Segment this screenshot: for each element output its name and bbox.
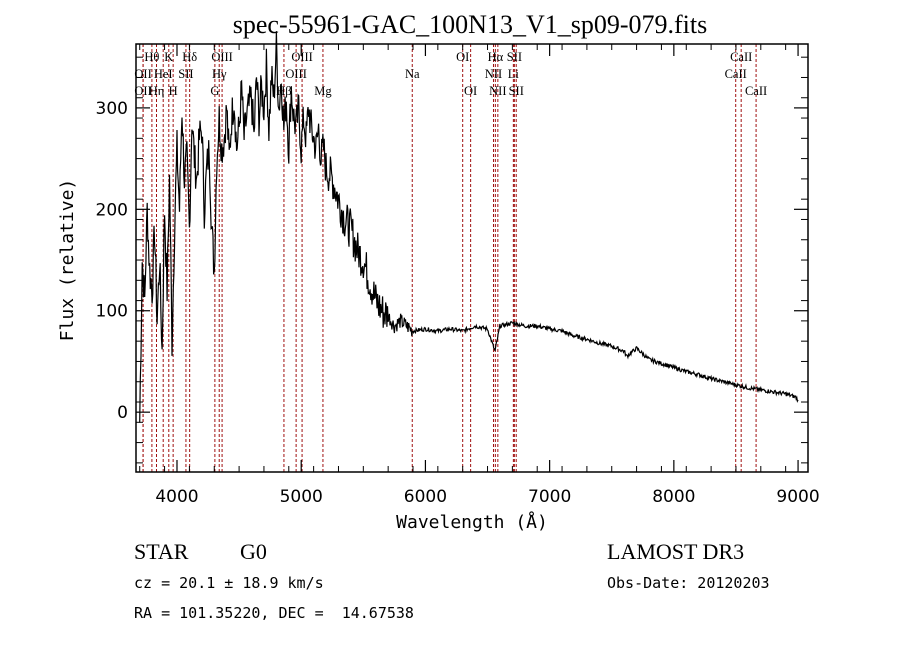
x-tick-label: 6000 [404,487,447,507]
y-tick-label: 100 [96,302,128,322]
series-line-spectrum [139,31,799,423]
object-subclass: G0 [240,539,267,564]
emission-line-label: Hη [149,84,165,98]
emission-line-label: Na [405,67,420,81]
survey-name: LAMOST DR3 [607,539,745,564]
x-tick-label: 7000 [528,487,571,507]
emission-line-label: SII [178,67,193,81]
x-tick-label: 8000 [652,487,695,507]
emission-line-label: OIII [291,50,313,64]
y-tick-label: 0 [117,403,128,423]
chart-title: spec-55961-GAC_100N13_V1_sp09-079.fits [233,10,707,39]
emission-line-label: NII [489,84,506,98]
emission-line-label: Mg [314,84,332,98]
y-tick-label: 200 [96,200,128,220]
emission-line-label: OI [456,50,469,64]
emission-line-label: SII [507,50,522,64]
emission-line-label: Hθ [144,50,159,64]
ticks-layer: 4000 5000 6000 7000 8000 9000 0 100 200 300 [96,44,820,507]
emission-line-label: OII [134,67,151,81]
emission-line-label: K [164,50,173,64]
x-axis-label: Wavelength (Å) [396,511,548,533]
emission-line-label: OIII [211,50,233,64]
plot-frame [135,43,809,473]
emission-line-label: HeI [154,67,173,81]
object-class: STAR [134,539,189,564]
emission-line-label: OI [464,84,477,98]
x-tick-label: 4000 [155,487,198,507]
emission-line-label: Li [508,67,520,81]
emission-line-label: Hα [488,50,504,64]
y-tick-label: 300 [96,99,128,119]
obs-date: Obs-Date: 20120203 [607,574,770,592]
coordinates-text: RA = 101.35220, DEC = 14.67538 [134,604,414,622]
emission-line-label: SII [509,84,524,98]
emission-line-label: Hδ [182,50,197,64]
emission-line-label: OII [134,84,151,98]
x-tick-label: 9000 [776,487,819,507]
y-axis-label: Flux (relative) [57,179,78,342]
emission-line-label: OIII [285,67,307,81]
emission-line-label: H [169,84,178,98]
line-labels-layer: OIIHθOIIHηHeIKHSIIHδGHγOIIIHβOIIIOIIIMgN… [134,50,767,98]
series-layer [139,31,799,423]
emission-line-label: Hγ [212,67,227,81]
emission-line-label: CaII [745,84,767,98]
emission-line-label: CaII [730,50,752,64]
x-tick-label: 5000 [280,487,323,507]
emission-line-label: CaII [725,67,747,81]
emission-line-label: Hβ [276,84,291,98]
emission-lines-layer [142,44,757,472]
redshift-text: cz = 20.1 ± 18.9 km/s [134,574,324,592]
emission-line-label: G [210,84,219,98]
emission-line-label: NII [485,67,502,81]
